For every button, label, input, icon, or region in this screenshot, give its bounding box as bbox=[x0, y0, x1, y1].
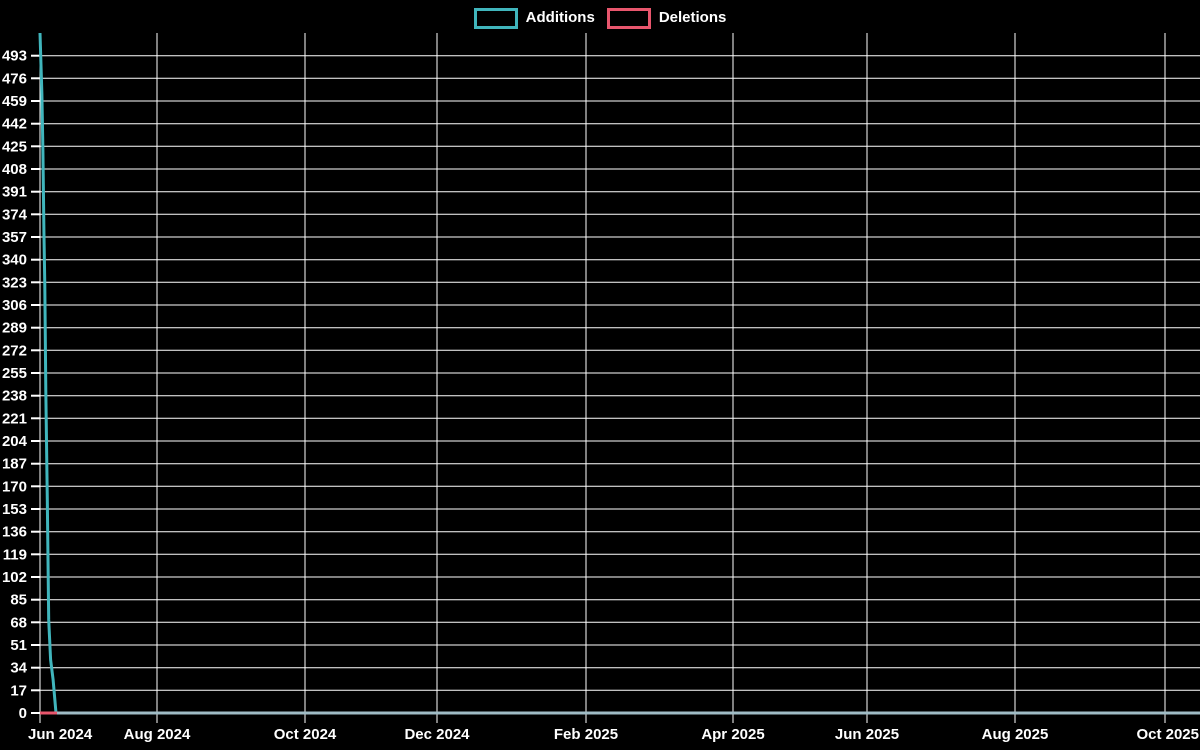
y-tick-label: 0 bbox=[19, 705, 27, 722]
y-tick-label: 306 bbox=[2, 297, 27, 314]
y-tick-label: 221 bbox=[2, 410, 27, 427]
y-tick-label: 170 bbox=[2, 478, 27, 495]
x-tick-label: Dec 2024 bbox=[404, 726, 470, 743]
y-tick-label: 459 bbox=[2, 93, 27, 110]
x-tick-label: Jun 2024 bbox=[28, 726, 93, 743]
x-tick-label: Aug 2024 bbox=[124, 726, 191, 743]
x-tick-label: Feb 2025 bbox=[554, 726, 618, 743]
y-tick-label: 238 bbox=[2, 388, 27, 405]
y-tick-label: 425 bbox=[2, 138, 27, 155]
legend-label-additions: Additions bbox=[525, 9, 595, 26]
y-tick-label: 51 bbox=[10, 637, 27, 654]
legend-item-deletions[interactable]: Deletions bbox=[606, 7, 727, 29]
deletions-swatch bbox=[606, 7, 651, 29]
series-line-additions bbox=[38, 32, 1200, 715]
y-tick-label: 136 bbox=[2, 524, 27, 541]
y-tick-label: 493 bbox=[2, 48, 27, 65]
y-tick-label: 187 bbox=[2, 456, 27, 473]
y-tick-label: 323 bbox=[2, 274, 27, 291]
y-tick-label: 204 bbox=[2, 433, 28, 450]
y-tick-label: 476 bbox=[2, 70, 27, 87]
y-tick-label: 408 bbox=[2, 161, 27, 178]
additions-swatch bbox=[473, 7, 518, 29]
y-tick-label: 102 bbox=[2, 569, 27, 586]
y-tick-label: 17 bbox=[10, 682, 27, 699]
y-tick-label: 255 bbox=[2, 365, 27, 382]
x-tick-label: Oct 2025 bbox=[1136, 726, 1199, 743]
x-tick-label: Aug 2025 bbox=[982, 726, 1049, 743]
y-tick-label: 272 bbox=[2, 342, 27, 359]
y-tick-label: 357 bbox=[2, 229, 27, 246]
y-tick-label: 374 bbox=[2, 206, 28, 223]
y-tick-label: 34 bbox=[10, 660, 27, 677]
y-tick-label: 442 bbox=[2, 116, 27, 133]
y-tick-label: 340 bbox=[2, 252, 27, 269]
legend-label-deletions: Deletions bbox=[658, 9, 727, 26]
y-tick-label: 289 bbox=[2, 320, 27, 337]
y-tick-label: 391 bbox=[2, 184, 27, 201]
x-tick-label: Oct 2024 bbox=[274, 726, 337, 743]
legend-item-additions[interactable]: Additions bbox=[473, 7, 595, 29]
legend: Additions Deletions bbox=[0, 7, 1200, 29]
y-tick-label: 68 bbox=[10, 614, 27, 631]
x-tick-label: Apr 2025 bbox=[701, 726, 764, 743]
y-tick-label: 153 bbox=[2, 501, 27, 518]
y-tick-label: 119 bbox=[3, 546, 27, 563]
x-tick-label: Jun 2025 bbox=[835, 726, 899, 743]
y-tick-label: 85 bbox=[10, 592, 27, 609]
